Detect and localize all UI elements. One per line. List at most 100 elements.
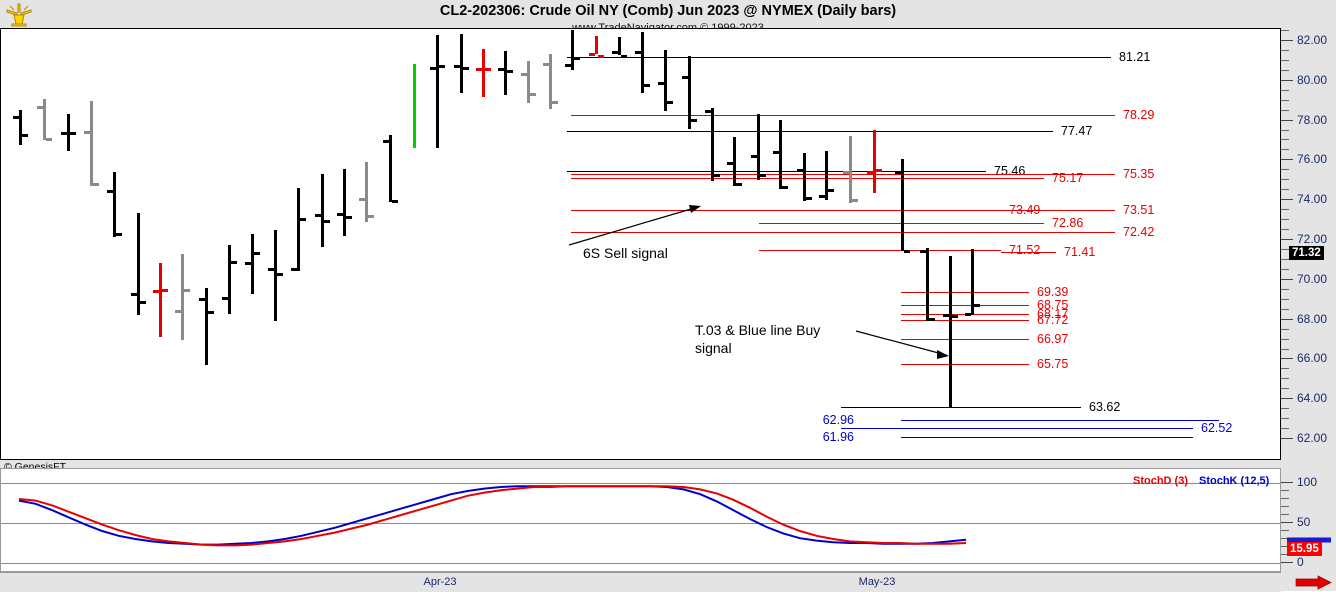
stoch-k-legend[interactable]: StochK (12,5) <box>1199 475 1270 487</box>
price-level-label[interactable]: 75.35 <box>1123 167 1155 182</box>
price-level-label[interactable]: 73.49 <box>1009 203 1041 218</box>
ohlc-bar[interactable] <box>137 213 140 315</box>
ohlc-bar[interactable] <box>757 113 760 181</box>
ohlc-bar[interactable] <box>711 107 714 182</box>
price-level-label[interactable]: 63.62 <box>1089 399 1121 414</box>
ohlc-bar[interactable] <box>618 36 621 55</box>
price-axis-minor-tick <box>1281 49 1289 51</box>
price-level-line[interactable] <box>759 249 1001 251</box>
price-level-label[interactable]: 67.72 <box>1037 313 1069 328</box>
date-axis[interactable]: Apr-23 May-23 <box>0 572 1281 592</box>
ohlc-bar[interactable] <box>549 53 552 109</box>
ohlc-bar[interactable] <box>641 31 644 93</box>
price-level-line[interactable] <box>567 131 1053 133</box>
price-level-line[interactable] <box>901 437 1193 439</box>
price-level-line[interactable] <box>841 428 1193 430</box>
price-level-line[interactable] <box>901 320 1029 322</box>
price-level-label[interactable]: 68.75 <box>1037 297 1069 312</box>
price-level-label[interactable]: 62.52 <box>1201 421 1233 436</box>
stoch-axis-label: 100 <box>1297 475 1318 489</box>
price-level-label[interactable]: 65.75 <box>1037 357 1069 372</box>
ohlc-bar[interactable] <box>688 55 691 129</box>
price-level-label[interactable]: 71.41 <box>1064 244 1096 259</box>
ohlc-bar[interactable] <box>365 162 368 223</box>
price-level-line[interactable] <box>901 304 1029 306</box>
ohlc-bar[interactable] <box>19 109 22 146</box>
ohlc-bar[interactable] <box>90 100 93 187</box>
ohlc-close-tick <box>277 272 283 276</box>
price-level-label[interactable]: 68.17 <box>1037 307 1069 322</box>
ohlc-bar[interactable] <box>321 174 324 247</box>
ohlc-bar[interactable] <box>504 50 507 95</box>
price-level-label[interactable]: 66.97 <box>1037 332 1069 347</box>
price-level-line[interactable] <box>567 171 986 173</box>
buy-signal-annotation[interactable]: T.03 & Blue line Buy signal <box>695 322 821 356</box>
price-level-label[interactable]: 61.96 <box>822 430 854 445</box>
price-level-label[interactable]: 72.86 <box>1052 215 1084 230</box>
ohlc-bar[interactable] <box>343 169 346 237</box>
price-level-label[interactable]: 69.39 <box>1037 284 1069 299</box>
ohlc-bar[interactable] <box>389 134 392 203</box>
ohlc-bar[interactable] <box>901 159 904 251</box>
price-level-label[interactable]: 75.46 <box>994 164 1026 179</box>
price-level-line[interactable] <box>567 56 1111 58</box>
ohlc-bar[interactable] <box>803 153 806 202</box>
ohlc-bar[interactable] <box>159 262 162 337</box>
ohlc-bar[interactable] <box>971 248 974 315</box>
stoch-d-legend[interactable]: StochD (3) <box>1133 475 1188 487</box>
price-level-line[interactable] <box>901 364 1029 366</box>
ohlc-bar[interactable] <box>595 35 598 54</box>
price-level-label[interactable]: 71.52 <box>1009 242 1041 257</box>
stochastic-axis[interactable]: 100 50 0 15.95 <box>1281 468 1336 572</box>
ohlc-bar[interactable] <box>849 135 852 204</box>
ohlc-bar[interactable] <box>733 137 736 187</box>
price-level-line[interactable] <box>901 339 1029 341</box>
price-axis-tick <box>1281 119 1293 121</box>
price-level-line[interactable] <box>1001 251 1056 253</box>
price-level-line[interactable] <box>571 114 1115 116</box>
price-level-label[interactable]: 75.17 <box>1052 170 1084 185</box>
ohlc-bar[interactable] <box>67 113 70 152</box>
ohlc-bar[interactable] <box>113 172 116 238</box>
ohlc-bar[interactable] <box>482 48 485 97</box>
price-level-line[interactable] <box>731 210 1001 212</box>
ohlc-bar[interactable] <box>779 119 782 190</box>
ohlc-bar[interactable] <box>527 60 530 103</box>
ohlc-bar[interactable] <box>949 255 952 407</box>
ohlc-bar[interactable] <box>571 29 574 70</box>
ohlc-bar[interactable] <box>436 34 439 149</box>
price-axis-minor-tick <box>1281 189 1289 191</box>
price-chart-pane[interactable]: 81.21 78.29 77.47 75.46 75.35 75.17 73.51 73.49… <box>0 28 1281 460</box>
ohlc-bar[interactable] <box>460 33 463 93</box>
price-level-label[interactable]: 77.47 <box>1061 124 1093 139</box>
price-level-line[interactable] <box>571 177 1044 179</box>
price-axis-minor-tick <box>1281 139 1289 141</box>
price-level-line[interactable] <box>571 174 1115 176</box>
ohlc-bar[interactable] <box>181 253 184 340</box>
price-level-line[interactable] <box>571 231 1115 233</box>
price-level-line[interactable] <box>841 406 1081 408</box>
price-level-label[interactable]: 72.42 <box>1123 224 1155 239</box>
ohlc-bar[interactable] <box>664 49 667 111</box>
scroll-right-arrow-icon[interactable] <box>1295 575 1332 590</box>
price-level-line[interactable] <box>901 291 1029 293</box>
ohlc-bar[interactable] <box>43 98 46 141</box>
price-level-line[interactable] <box>901 419 1219 421</box>
ohlc-bar[interactable] <box>413 63 416 149</box>
ohlc-bar[interactable] <box>205 287 208 366</box>
ohlc-bar[interactable] <box>297 188 300 271</box>
price-axis[interactable]: 82.00 80.00 78.00 76.00 74.00 72.00 70.00 68.00… <box>1281 28 1336 460</box>
price-level-label[interactable]: 62.96 <box>822 412 854 427</box>
ohlc-bar[interactable] <box>251 234 254 294</box>
ohlc-bar[interactable] <box>873 129 876 194</box>
sell-signal-annotation[interactable]: 6S Sell signal <box>583 245 668 261</box>
ohlc-bar[interactable] <box>274 230 277 321</box>
stochastic-pane[interactable] <box>0 468 1281 572</box>
price-level-label[interactable]: 73.51 <box>1123 202 1155 217</box>
ohlc-bar[interactable] <box>825 151 828 201</box>
ohlc-bar[interactable] <box>228 244 231 314</box>
price-level-label[interactable]: 81.21 <box>1119 49 1151 64</box>
ohlc-bar[interactable] <box>926 247 929 321</box>
price-level-label[interactable]: 78.29 <box>1123 107 1155 122</box>
